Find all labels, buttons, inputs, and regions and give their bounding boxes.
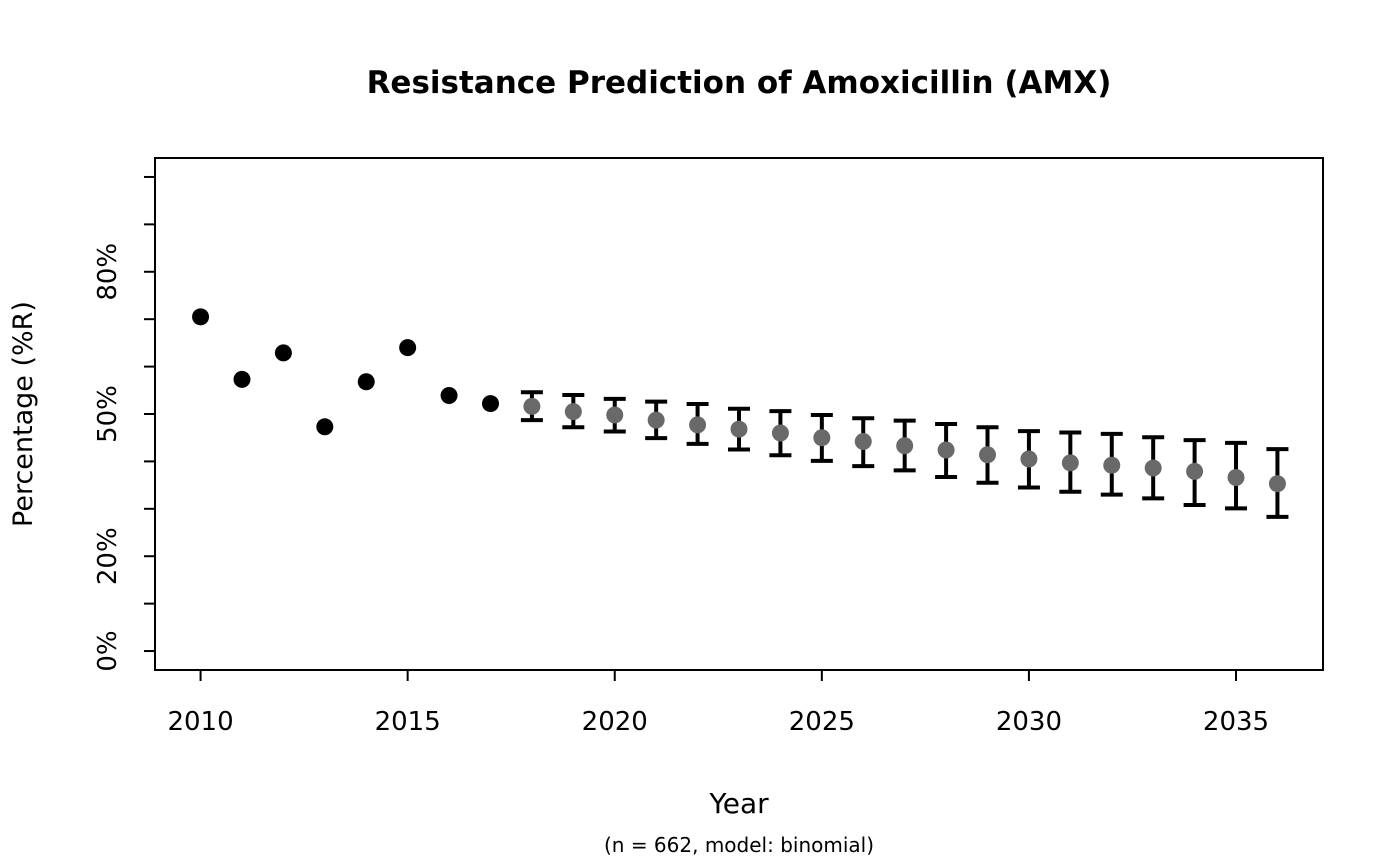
x-tick-label-2010: 2010 bbox=[167, 707, 233, 737]
observed-point-2016 bbox=[440, 387, 458, 405]
predicted-point-2033 bbox=[1144, 459, 1162, 477]
observed-point-2014 bbox=[357, 373, 375, 391]
predicted-point-2028 bbox=[937, 441, 955, 459]
predicted-point-2021 bbox=[647, 411, 665, 429]
predicted-point-2026 bbox=[854, 432, 872, 450]
predicted-point-2035 bbox=[1227, 469, 1245, 487]
predicted-point-2031 bbox=[1061, 454, 1079, 472]
y-tick-label-50: 50% bbox=[93, 385, 123, 443]
predicted-point-2019 bbox=[564, 403, 582, 421]
y-axis-ticks: 0% 20% 50% 80% bbox=[93, 175, 155, 672]
y-tick-label-80: 80% bbox=[93, 243, 123, 301]
y-tick-label-20: 20% bbox=[93, 527, 123, 585]
y-axis-title: Percentage (%R) bbox=[8, 301, 39, 527]
x-tick-label-2020: 2020 bbox=[582, 707, 648, 737]
x-axis-ticks: 2010 2015 2020 2025 2030 2035 bbox=[167, 670, 1269, 737]
y-tick-label-0: 0% bbox=[93, 630, 123, 671]
predicted-point-2027 bbox=[896, 437, 914, 455]
observed-point-2013 bbox=[316, 418, 334, 436]
predicted-point-2018 bbox=[523, 397, 541, 415]
predicted-point-2036 bbox=[1268, 475, 1286, 493]
x-axis-note: (n = 662, model: binomial) bbox=[604, 833, 874, 857]
observed-point-2010 bbox=[192, 308, 210, 326]
observed-point-2015 bbox=[399, 339, 417, 357]
x-axis-title: Year bbox=[708, 787, 769, 820]
data-series bbox=[192, 308, 1289, 519]
predicted-point-2034 bbox=[1186, 462, 1204, 480]
observed-point-2011 bbox=[233, 370, 251, 388]
predicted-point-2022 bbox=[689, 416, 707, 434]
x-tick-label-2035: 2035 bbox=[1203, 707, 1269, 737]
predicted-point-2025 bbox=[813, 429, 831, 447]
observed-point-2017 bbox=[481, 395, 499, 413]
x-tick-label-2030: 2030 bbox=[996, 707, 1062, 737]
chart-title: Resistance Prediction of Amoxicillin (AM… bbox=[367, 65, 1112, 101]
predicted-point-2024 bbox=[771, 424, 789, 442]
predicted-point-2020 bbox=[606, 406, 624, 424]
observed-point-2012 bbox=[274, 344, 292, 362]
x-tick-label-2015: 2015 bbox=[375, 707, 441, 737]
predicted-point-2032 bbox=[1103, 456, 1121, 474]
x-tick-label-2025: 2025 bbox=[789, 707, 855, 737]
predicted-point-2029 bbox=[979, 446, 997, 464]
predicted-point-2023 bbox=[730, 420, 748, 438]
predicted-point-2030 bbox=[1020, 450, 1038, 468]
